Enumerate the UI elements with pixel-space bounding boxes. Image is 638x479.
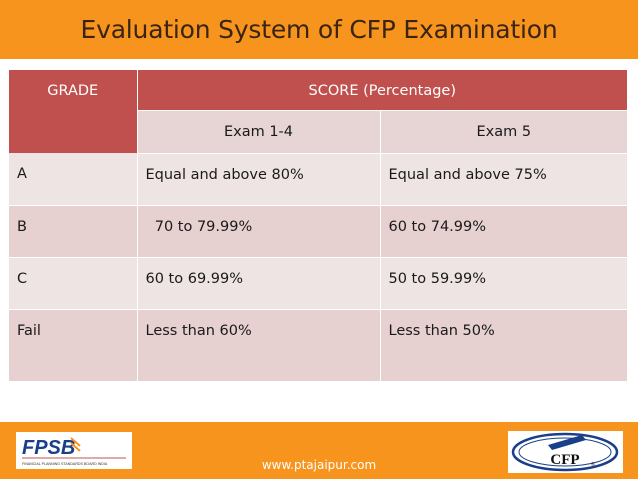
title-band: [0, 0, 638, 59]
exam-5-cell: 50 to 59.99%: [380, 257, 628, 310]
exam-5-cell: 60 to 74.99%: [380, 205, 628, 258]
exam-1-4-header: Exam 1-4: [137, 110, 381, 154]
grade-cell: Fail: [9, 309, 138, 382]
table-row: B 70 to 79.99% 60 to 74.99%: [9, 205, 628, 258]
exam-5-cell: Equal and above 75%: [380, 153, 628, 206]
fpsb-logo: FPSB FINANCIAL PLANNING STANDARDS BOARD …: [16, 432, 132, 469]
svg-text:®: ®: [591, 461, 595, 468]
table-row: Fail Less than 60% Less than 50%: [9, 309, 628, 382]
grade-cell: B: [9, 205, 138, 258]
grade-header: GRADE: [9, 70, 138, 153]
cfp-logo: CFP ®: [508, 431, 623, 473]
exam-1-4-cell: Less than 60%: [137, 309, 381, 382]
grade-cell: A: [9, 153, 138, 206]
footer-url[interactable]: www.ptajaipur.com: [261, 458, 377, 472]
page-title: Evaluation System of CFP Examination: [80, 15, 558, 44]
table-row: C 60 to 69.99% 50 to 59.99%: [9, 257, 628, 310]
exam-1-4-cell: 60 to 69.99%: [137, 257, 381, 310]
evaluation-table: GRADE SCORE (Percentage) Exam 1-4 Exam 5…: [9, 70, 628, 382]
evaluation-table-container: GRADE SCORE (Percentage) Exam 1-4 Exam 5…: [9, 70, 628, 404]
exam-1-4-cell: 70 to 79.99%: [137, 205, 381, 258]
exam-1-4-cell: Equal and above 80%: [137, 153, 381, 206]
svg-text:CFP: CFP: [550, 452, 579, 468]
svg-text:FINANCIAL PLANNING STANDARDS B: FINANCIAL PLANNING STANDARDS BOARD INDIA: [22, 462, 108, 466]
exam-5-cell: Less than 50%: [380, 309, 628, 382]
score-header: SCORE (Percentage): [137, 70, 628, 111]
table-row: A Equal and above 80% Equal and above 75…: [9, 153, 628, 206]
svg-text:FPSB: FPSB: [22, 437, 75, 459]
exam-5-header: Exam 5: [380, 110, 628, 154]
grade-cell: C: [9, 257, 138, 310]
